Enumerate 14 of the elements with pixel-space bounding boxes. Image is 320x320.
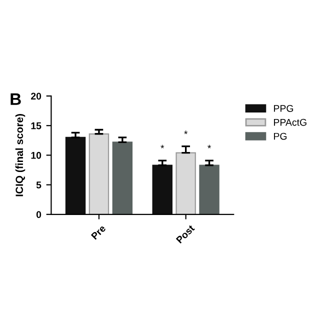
annotation: *	[208, 144, 212, 148]
y-axis-title: ICIQ (final score)	[15, 114, 26, 196]
y-tick-label: 20	[31, 92, 42, 100]
legend-label: PPG	[274, 105, 294, 112]
y-tick-label: 10	[31, 152, 42, 159]
y-tick-label: 15	[31, 122, 42, 130]
y-tick-label: 0	[36, 211, 42, 218]
y-tick-label: 5	[36, 182, 42, 188]
legend-label: PG	[274, 132, 287, 140]
annotation: *	[184, 130, 188, 134]
legend-label: PPActG	[274, 118, 306, 126]
x-tick-label: Pre	[90, 224, 106, 240]
text: B	[10, 93, 21, 105]
annotation: *	[160, 144, 164, 148]
